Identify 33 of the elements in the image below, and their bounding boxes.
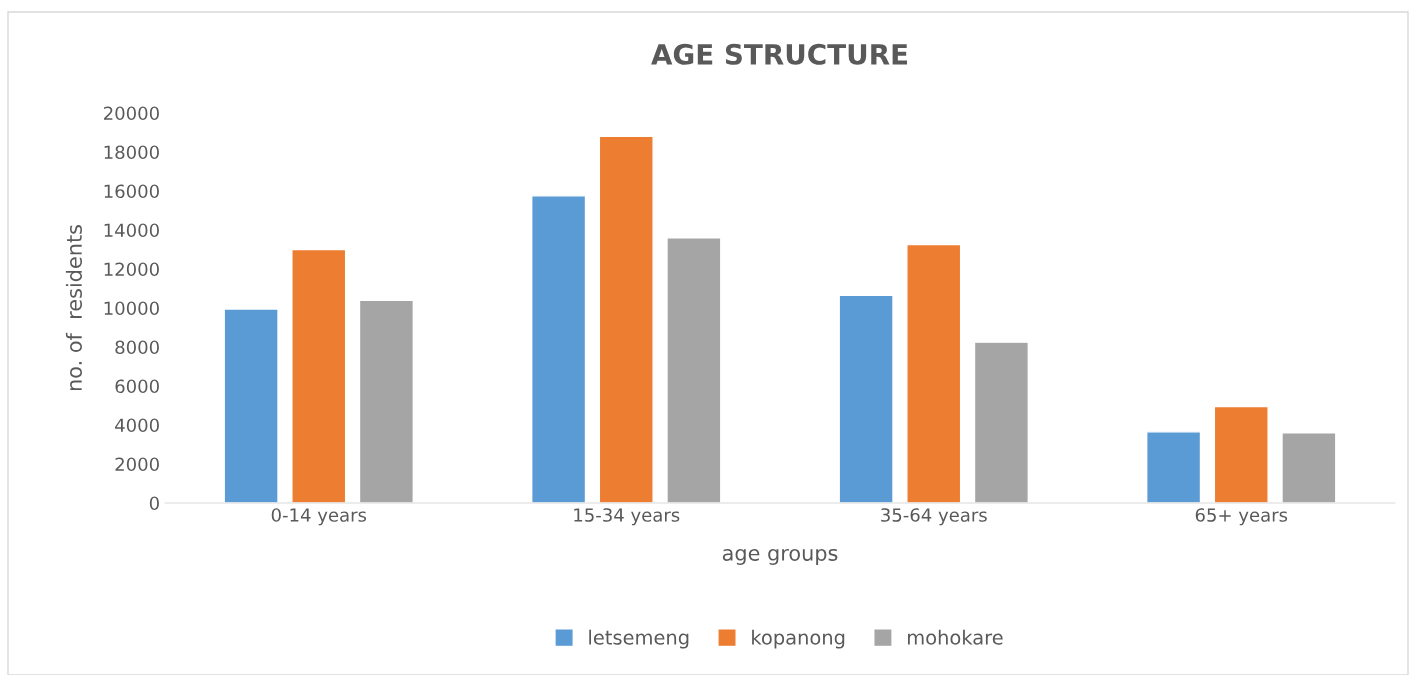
y-tick-label: 4000 [115, 418, 159, 433]
x-axis-title: age groups [722, 548, 838, 565]
x-tick-label: 0-14 years [271, 508, 367, 526]
legend-label: mohokare [908, 629, 1003, 645]
y-axis-title: no. of residents [65, 225, 82, 391]
y-tick-label: 10000 [104, 301, 159, 316]
bar [838, 294, 894, 503]
y-tick-label: 18000 [104, 145, 159, 160]
bar [530, 195, 587, 503]
bar [358, 299, 415, 503]
bar [1145, 431, 1202, 503]
y-tick-label: 6000 [115, 379, 159, 394]
bar [973, 341, 1030, 503]
legend-label: kopanong [752, 629, 845, 649]
y-tick-label: 20000 [104, 106, 159, 121]
y-tick-label: 14000 [104, 223, 159, 238]
bar [223, 308, 279, 503]
bar [598, 135, 654, 503]
y-tick-label: 16000 [104, 184, 159, 199]
x-tick-label: 15-34 years [574, 508, 680, 526]
chart-title: AGE STRUCTURE [651, 43, 908, 65]
bar [1213, 405, 1269, 503]
legend-label: letsemeng [589, 629, 689, 649]
y-tick-label: 12000 [104, 262, 159, 277]
y-tick-label: 0 [149, 496, 159, 511]
x-tick-label: 65+ years [1195, 508, 1288, 526]
bar [666, 237, 722, 503]
bar [1281, 432, 1337, 503]
bar [291, 248, 347, 503]
y-tick-label: 8000 [115, 340, 159, 355]
bar [906, 243, 962, 503]
x-tick-label: 35-64 years [881, 508, 987, 526]
y-tick-label: 2000 [115, 457, 159, 472]
